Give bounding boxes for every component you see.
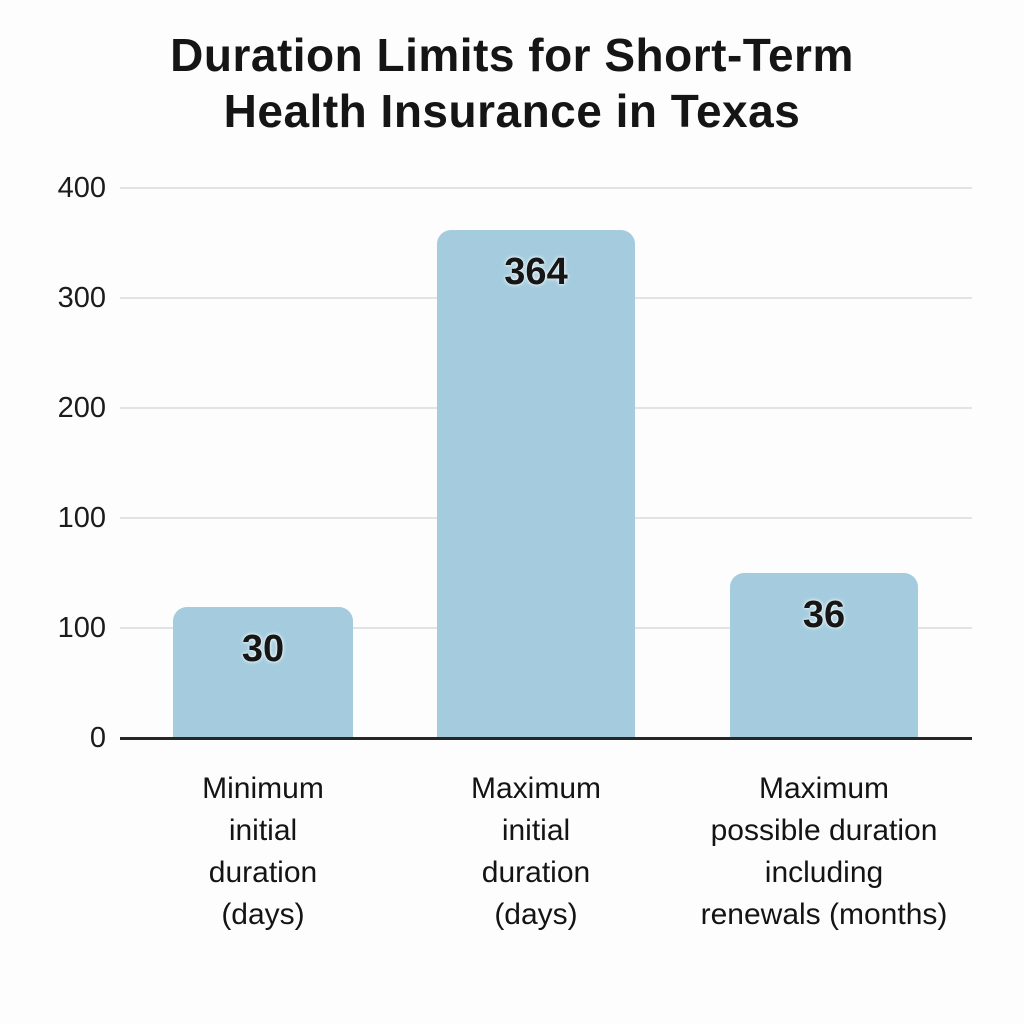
category-label-line: (days) bbox=[494, 898, 578, 931]
category-label-line: initial bbox=[501, 814, 571, 847]
category-label-line: possible duration bbox=[710, 814, 938, 847]
category-label-line: Minimum bbox=[202, 772, 324, 805]
y-gridline bbox=[120, 187, 972, 189]
category-label-line: duration bbox=[208, 856, 318, 889]
category-label-line: (days) bbox=[221, 898, 305, 931]
chart-title: Duration Limits for Short-Term Health In… bbox=[0, 27, 1024, 139]
category-label-line: renewals (months) bbox=[700, 898, 948, 931]
bar-value-label: 30 bbox=[241, 628, 285, 670]
chart-title-line-1: Duration Limits for Short-Term bbox=[170, 29, 854, 81]
y-tick-label: 400 bbox=[57, 172, 106, 204]
bar-value-label: 36 bbox=[802, 594, 846, 636]
x-axis-line bbox=[120, 737, 972, 740]
category-label-line: initial bbox=[228, 814, 298, 847]
category-label-line: duration bbox=[481, 856, 591, 889]
chart-title-line-2: Health Insurance in Texas bbox=[223, 85, 801, 137]
bar: 30 bbox=[173, 607, 353, 738]
category-label-line: Maximum bbox=[470, 772, 601, 805]
bar-value-label: 364 bbox=[504, 251, 568, 293]
y-tick-label: 100 bbox=[57, 502, 106, 534]
category-label: Minimum initial duration (days) bbox=[103, 768, 423, 936]
category-label: Maximum initial duration (days) bbox=[376, 768, 696, 936]
category-label-line: Maximum bbox=[758, 772, 889, 805]
y-tick-label: 200 bbox=[57, 392, 106, 424]
y-tick-label: 300 bbox=[57, 282, 106, 314]
y-tick-label: 0 bbox=[89, 722, 106, 754]
category-label: Maximum possible duration including renewal… bbox=[664, 768, 984, 936]
bar: 36 bbox=[730, 573, 918, 738]
category-label-line: including bbox=[764, 856, 884, 889]
y-tick-label: 100 bbox=[57, 612, 106, 644]
bar: 364 bbox=[437, 230, 635, 738]
